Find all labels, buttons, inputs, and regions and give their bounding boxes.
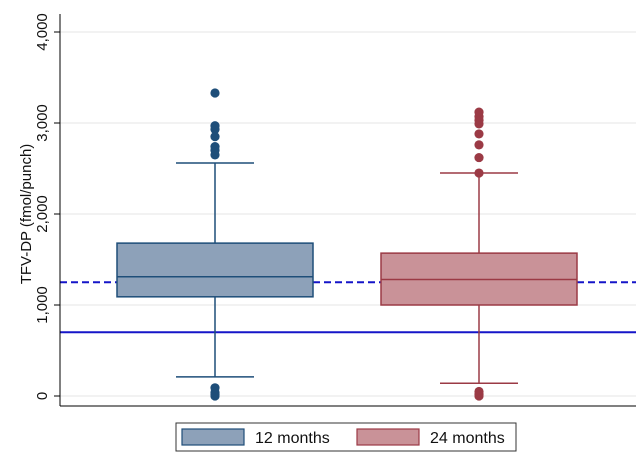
- y-tick-label: 2,000: [34, 195, 51, 233]
- outlier-point: [474, 168, 484, 178]
- outlier-point: [474, 107, 484, 117]
- outlier-point: [210, 132, 220, 142]
- outlier-point: [474, 129, 484, 139]
- outlier-point: [210, 88, 220, 98]
- y-ticks: 0 1,000 2,000 3,000 4,000: [34, 13, 60, 400]
- y-tick-label: 3,000: [34, 104, 51, 142]
- legend-swatch-12-months: [181, 428, 245, 446]
- outlier-point: [210, 383, 220, 393]
- outlier-point: [474, 152, 484, 163]
- outlier-point: [474, 140, 484, 150]
- box-group-24-months: [380, 107, 578, 401]
- boxes: [116, 88, 578, 401]
- y-tick-label: 4,000: [34, 13, 51, 51]
- outlier-point: [210, 142, 220, 152]
- legend-label-24-months: 24 months: [430, 430, 505, 447]
- legend-swatch-24-months: [356, 428, 420, 446]
- y-tick-label: 0: [34, 392, 51, 400]
- legend-label-12-months: 12 months: [255, 430, 330, 447]
- box-iqr: [116, 242, 314, 298]
- y-tick-label: 1,000: [34, 286, 51, 324]
- outlier-point: [474, 386, 484, 397]
- gridlines: [60, 31, 636, 397]
- box-group-12-months: [116, 88, 314, 401]
- y-axis-title: TFV-DP (fmol/punch): [18, 144, 35, 285]
- outlier-point: [210, 121, 220, 131]
- legend: 12 months 24 months: [175, 422, 517, 452]
